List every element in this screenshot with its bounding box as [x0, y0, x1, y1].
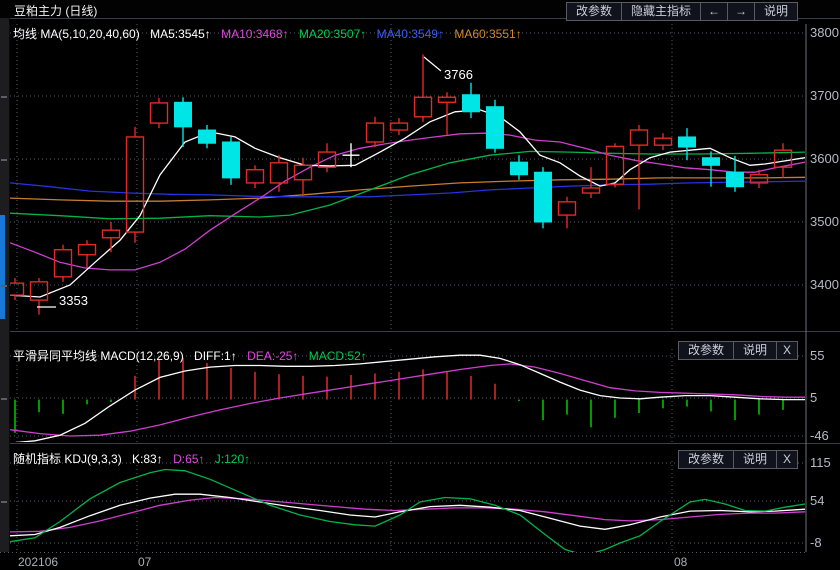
svg-text:3353: 3353 — [59, 293, 88, 308]
prev-arrow-button[interactable]: ← — [699, 2, 728, 21]
hide-main-indicator-button[interactable]: 隐藏主指标 — [620, 2, 701, 21]
kdj-edit-params-button[interactable]: 改参数 — [677, 450, 734, 469]
x-axis-label-07: 07 — [138, 555, 152, 569]
svg-text:-46: -46 — [810, 428, 829, 443]
kdj-toolbar: 改参数 说明 X — [677, 450, 798, 469]
svg-text:5: 5 — [810, 390, 817, 405]
k-value: K:83↑ — [132, 452, 163, 466]
contract-title: 豆粕主力 (日线) — [14, 4, 98, 18]
ma60-value: MA60:3551↑ — [454, 27, 522, 41]
svg-text:3400: 3400 — [810, 277, 839, 292]
svg-text:115: 115 — [810, 455, 831, 470]
ma-legend: 均线 MA(5,10,20,40,60) MA5:3545↑ MA10:3468… — [13, 25, 522, 42]
ma20-value: MA20:3507↑ — [298, 27, 367, 41]
svg-text:55: 55 — [810, 348, 824, 363]
svg-text:3700: 3700 — [810, 88, 839, 103]
macd-toolbar: 改参数 说明 X — [677, 341, 798, 360]
d-value: D:65↑ — [173, 452, 205, 466]
help-button[interactable]: 说明 — [753, 2, 798, 21]
svg-text:-8: -8 — [810, 535, 822, 550]
svg-text:3766: 3766 — [444, 67, 473, 82]
macd-title: 平滑异同平均线 MACD(12,26,9) — [13, 349, 184, 363]
macd-header: 平滑异同平均线 MACD(12,26,9) DIFF:1↑ DEA:-25↑ M… — [13, 347, 367, 364]
svg-text:3500: 3500 — [810, 214, 839, 229]
macd-edit-params-button[interactable]: 改参数 — [677, 341, 734, 360]
kdj-close-button[interactable]: X — [775, 450, 798, 469]
macd-value: MACD:52↑ — [308, 349, 367, 363]
dea-value: DEA:-25↑ — [247, 349, 299, 363]
x-axis-label-08: 08 — [674, 555, 688, 569]
macd-close-button[interactable]: X — [775, 341, 798, 360]
diff-value: DIFF:1↑ — [194, 349, 237, 363]
kdj-header: 随机指标 KDJ(9,3,3) K:83↑ D:65↑ J:120↑ — [13, 450, 250, 467]
ma-legend-label: 均线 MA(5,10,20,40,60) — [13, 27, 140, 41]
ma5-value: MA5:3545↑ — [150, 27, 211, 41]
svg-text:54: 54 — [810, 493, 824, 508]
edit-params-button[interactable]: 改参数 — [565, 2, 622, 21]
svg-text:3600: 3600 — [810, 151, 839, 166]
top-toolbar: 改参数 隐藏主指标 ← → 说明 — [565, 2, 798, 21]
macd-help-button[interactable]: 说明 — [732, 341, 777, 360]
ma40-value: MA40:3549↑ — [376, 27, 444, 41]
kdj-help-button[interactable]: 说明 — [732, 450, 777, 469]
scrollbar-thumb[interactable] — [0, 215, 5, 319]
kdj-title: 随机指标 KDJ(9,3,3) — [13, 452, 122, 466]
svg-text:3800: 3800 — [810, 25, 839, 40]
left-scrollbar — [0, 18, 10, 552]
next-arrow-button[interactable]: → — [726, 2, 755, 21]
ma10-value: MA10:3468↑ — [221, 27, 289, 41]
x-axis-label-202106: 202106 — [18, 555, 59, 569]
j-value: J:120↑ — [214, 452, 251, 466]
